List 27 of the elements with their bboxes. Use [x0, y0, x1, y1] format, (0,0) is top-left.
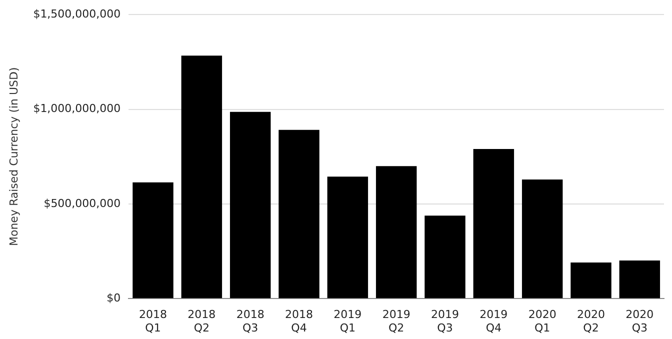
bar	[181, 56, 222, 298]
y-tick-label: $0	[106, 291, 121, 304]
x-tick-label: 2018 Q3	[236, 308, 264, 334]
y-tick-label: $1,500,000,000	[33, 7, 121, 20]
bar	[522, 180, 563, 298]
y-axis-title: Money Raised Currency (in USD)	[7, 67, 20, 246]
x-tick-label: 2018 Q4	[285, 308, 314, 334]
bar	[230, 112, 271, 298]
x-tick-label: 2020 Q1	[528, 308, 556, 334]
x-tick-label: 2020 Q3	[626, 308, 654, 334]
x-tick-label: 2018 Q2	[188, 308, 216, 334]
bar	[619, 260, 660, 298]
bar	[570, 262, 612, 298]
x-tick-label: 2019 Q4	[480, 308, 508, 334]
bar	[424, 216, 466, 298]
bar	[132, 182, 174, 298]
y-tick-label: $500,000,000	[44, 196, 121, 210]
y-tick-label: $1,000,000,000	[33, 102, 121, 116]
x-tick-label: 2020 Q2	[577, 308, 605, 334]
x-tick-label: 2018 Q1	[139, 308, 168, 334]
x-tick-label: 2019 Q3	[431, 308, 460, 334]
bar	[473, 149, 514, 298]
x-tick-label: 2019 Q1	[334, 308, 362, 334]
bar	[278, 130, 320, 298]
x-tick-label: 2019 Q2	[382, 308, 410, 334]
bar	[376, 166, 417, 298]
bar	[327, 176, 368, 298]
